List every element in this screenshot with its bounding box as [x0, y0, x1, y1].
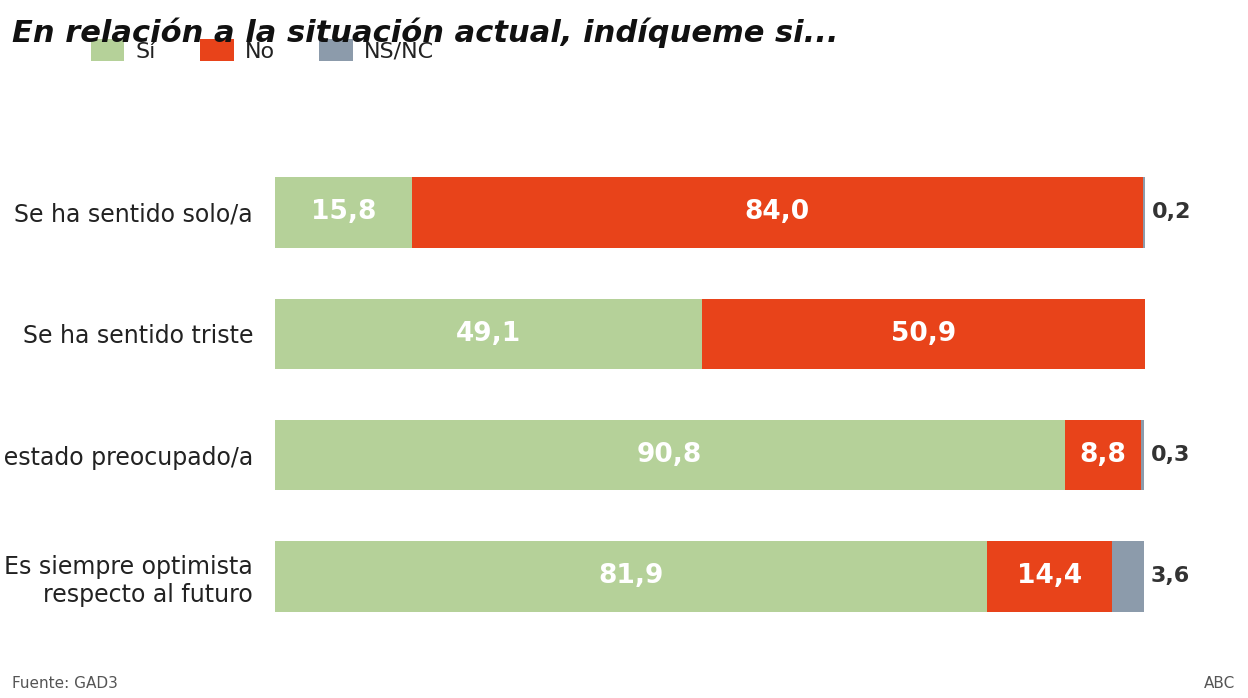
Text: ABC: ABC [1204, 676, 1236, 691]
Legend: Sí, No, NS/NC: Sí, No, NS/NC [91, 38, 434, 61]
Bar [1143, 177, 1144, 248]
Bar [275, 541, 987, 611]
Bar [275, 299, 701, 369]
Text: 14,4: 14,4 [1017, 563, 1082, 589]
Bar [275, 177, 412, 248]
Text: 50,9: 50,9 [891, 320, 956, 347]
Text: 15,8: 15,8 [311, 200, 376, 225]
Text: 84,0: 84,0 [745, 200, 810, 225]
Text: 3,6: 3,6 [1151, 566, 1189, 586]
Text: 90,8: 90,8 [636, 442, 703, 468]
Text: En relación a la situación actual, indíqueme si...: En relación a la situación actual, indíq… [12, 17, 839, 48]
Bar [1141, 419, 1143, 490]
Text: 49,1: 49,1 [456, 320, 520, 347]
Text: 0,2: 0,2 [1152, 202, 1191, 223]
Bar [1065, 419, 1141, 490]
Text: 0,3: 0,3 [1151, 445, 1191, 465]
Text: Fuente: GAD3: Fuente: GAD3 [12, 676, 119, 691]
Bar [1112, 541, 1143, 611]
Bar [701, 299, 1144, 369]
Bar [987, 541, 1112, 611]
Text: 8,8: 8,8 [1080, 442, 1126, 468]
Text: 81,9: 81,9 [598, 563, 664, 589]
Bar [412, 177, 1143, 248]
Bar [275, 419, 1065, 490]
